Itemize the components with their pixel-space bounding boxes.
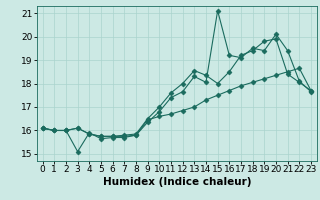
X-axis label: Humidex (Indice chaleur): Humidex (Indice chaleur) xyxy=(102,177,251,187)
